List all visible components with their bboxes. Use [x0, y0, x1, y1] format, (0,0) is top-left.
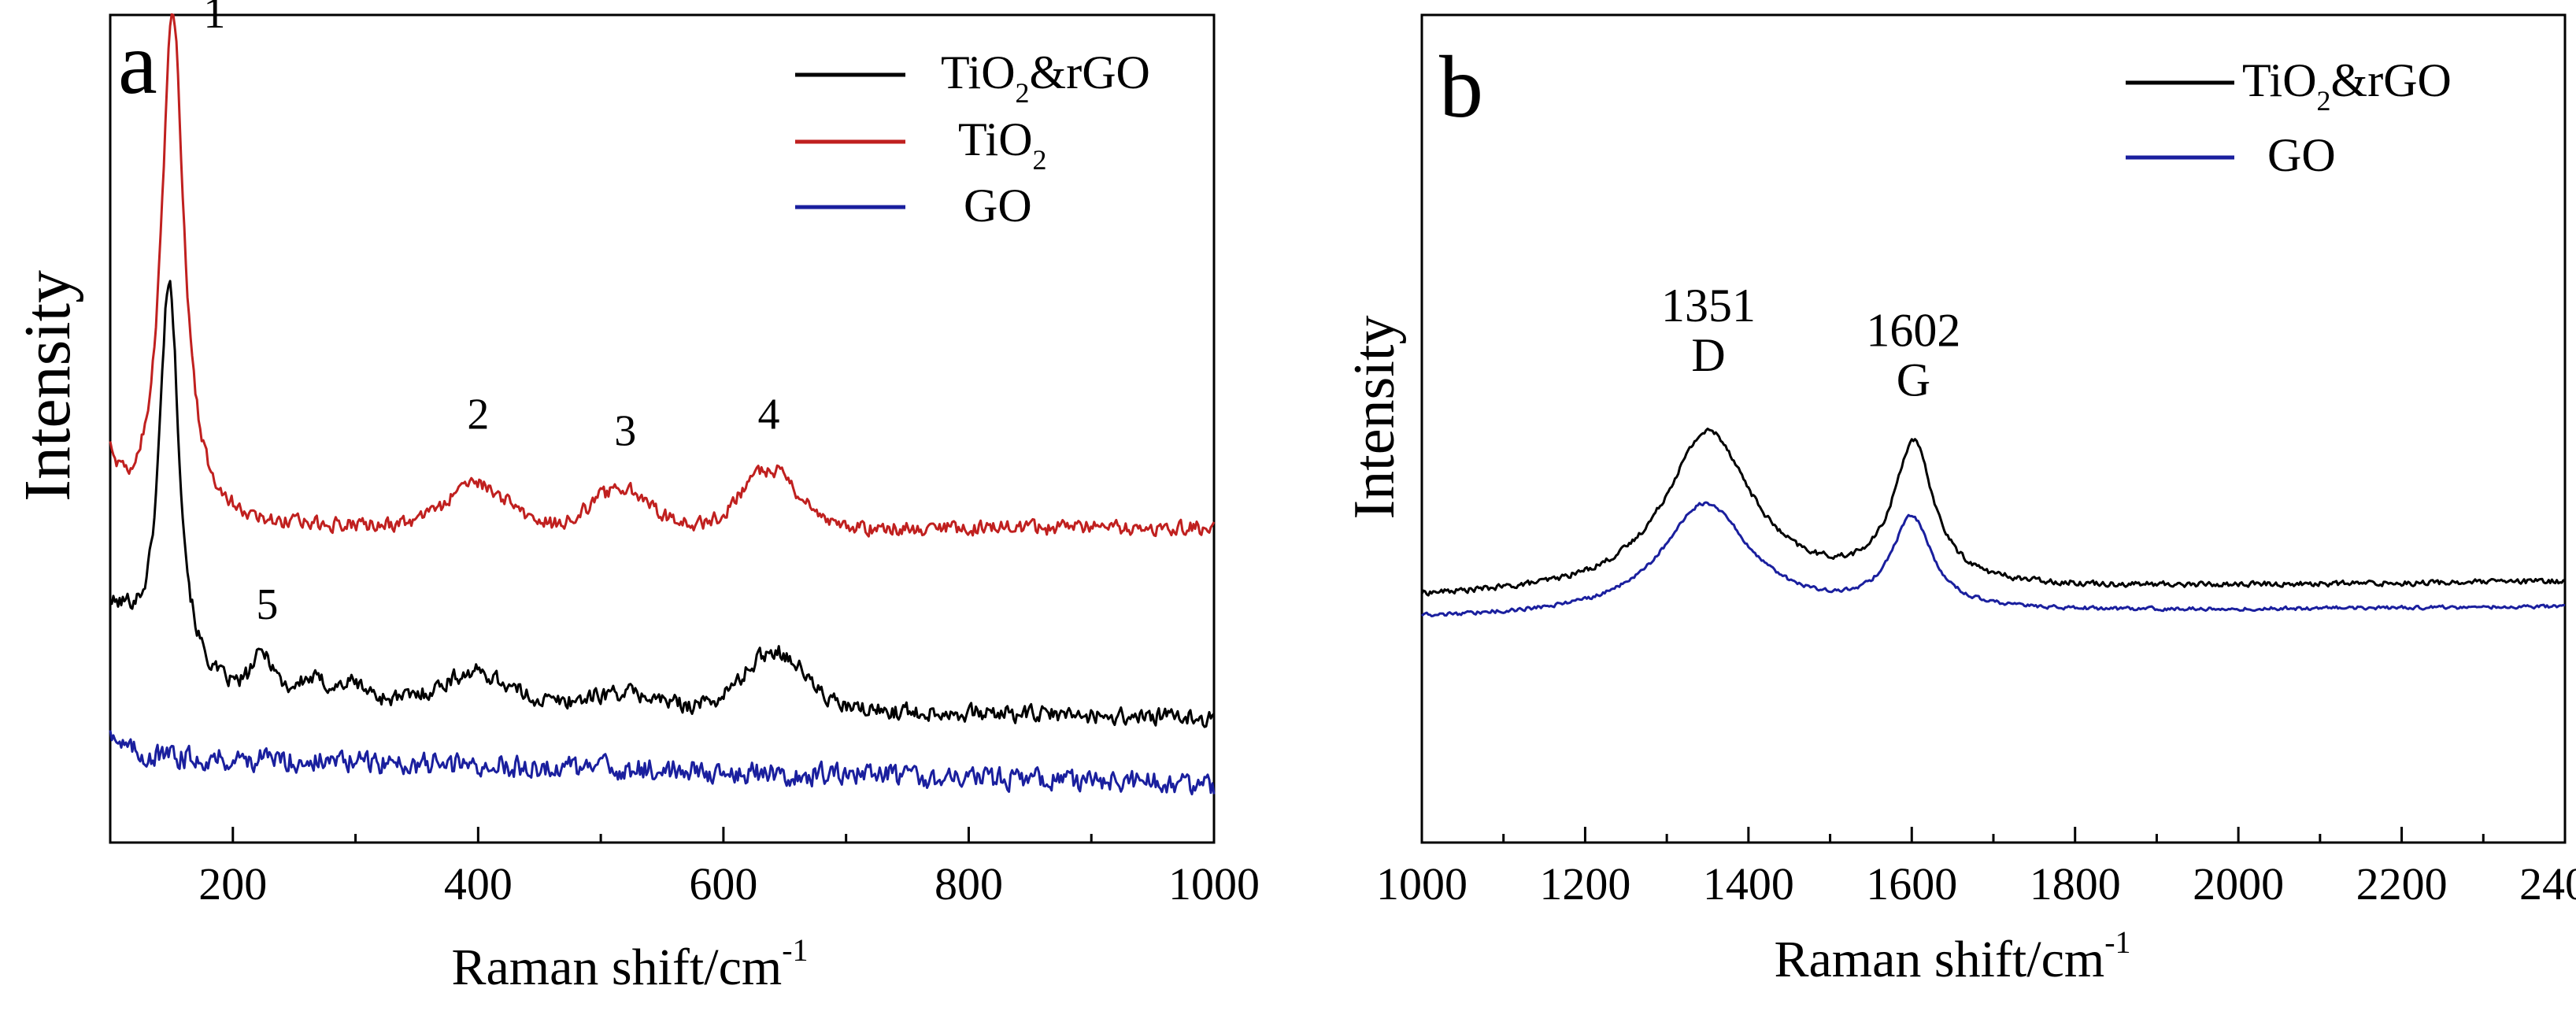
peak-annotation: 5 [256, 580, 278, 629]
panel-a-y-axis-label: Intensity [11, 270, 84, 502]
panel-b-frame [1420, 13, 2567, 844]
peak-annotation: D [1691, 329, 1725, 381]
legend-b-label-go: GO [2267, 129, 2336, 181]
panel-b-legend: TiO2&rGO GO [2126, 54, 2452, 181]
x-tick-label: 600 [689, 858, 757, 909]
peak-annotation: 3 [614, 407, 636, 456]
panel-a-letter: a [118, 15, 157, 113]
x-tick-label: 1800 [2030, 858, 2121, 909]
peak-annotation: 1351 [1661, 280, 1756, 332]
legend-a-label-tio2-rgo: TiO2&rGO [941, 46, 1150, 109]
series-line-tio2-rgo [1420, 428, 2566, 597]
x-tick-label: 200 [198, 858, 267, 909]
panel-a-legend: TiO2&rGO TiO2 GO [795, 46, 1150, 232]
series-line-tio2 [109, 13, 1216, 538]
x-tick-label: 400 [444, 858, 513, 909]
x-tick-label: 1400 [1703, 858, 1794, 909]
panel-b-y-axis-label: Intensity [1342, 316, 1407, 520]
x-tick-label: 1000 [1168, 858, 1260, 909]
x-tick-label: 2400 [2519, 858, 2576, 909]
x-tick-label: 1600 [1866, 858, 1957, 909]
peak-annotation: G [1897, 354, 1930, 406]
x-tick-label: 800 [935, 858, 1003, 909]
x-tick-label: 1000 [1376, 858, 1468, 909]
series-line-tio2-rgo [109, 280, 1216, 728]
panel-b-letter: b [1439, 39, 1483, 136]
legend-a-label-tio2: TiO2 [958, 113, 1047, 176]
panel-a-x-ticks: 200 400 600 800 1000 [198, 827, 1260, 909]
panel-b-series [1420, 428, 2566, 617]
x-tick-label: 2200 [2356, 858, 2448, 909]
peak-annotation: 1602 [1866, 304, 1960, 356]
panel-a-frame [109, 13, 1216, 844]
series-line-go [1421, 501, 2566, 617]
peak-annotation: 4 [758, 391, 780, 439]
legend-a-label-go: GO [964, 180, 1032, 232]
panel-a-series [109, 13, 1216, 796]
panel-a: 200 400 600 800 1000 1 2 3 4 5 a Intensity Raman… [11, 0, 1260, 996]
panel-b-x-axis-label: Raman shift/cm-1 [1774, 924, 2130, 988]
panel-b-x-ticks: 1000 1200 1400 1600 1800 2000 2200 2400 [1376, 827, 2576, 909]
panel-a-annotations: 1 2 3 4 5 [203, 0, 779, 629]
x-tick-label: 1200 [1539, 858, 1630, 909]
panel-a-x-axis-label: Raman shift/cm-1 [451, 932, 808, 996]
x-tick-label: 2000 [2193, 858, 2284, 909]
legend-b-label-tio2-rgo: TiO2&rGO [2242, 54, 2452, 117]
peak-annotation: 1 [203, 0, 225, 38]
series-line-go [109, 730, 1216, 796]
peak-annotation: 2 [467, 391, 489, 439]
